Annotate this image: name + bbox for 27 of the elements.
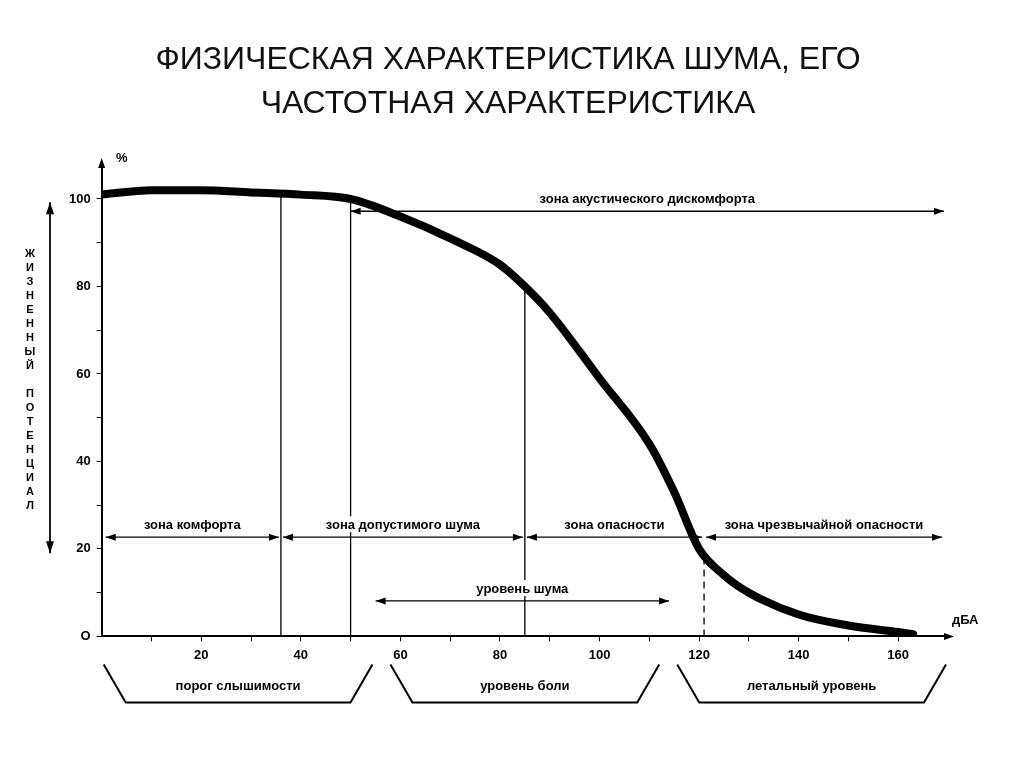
annotation: зона комфорта: [143, 517, 242, 533]
annotation: зона опасности: [564, 517, 665, 533]
y-tick-label: 100: [68, 190, 91, 206]
x-tick-label: 140: [787, 646, 810, 662]
x-tick-label: 20: [194, 646, 209, 662]
annotation: %: [115, 150, 128, 165]
annotation: зона чрезвычайной опасности: [724, 517, 924, 533]
y-tick-label: O: [80, 627, 91, 643]
x-tick-label: 120: [688, 646, 710, 662]
x-tick-label: 40: [293, 646, 309, 662]
text: летальный уровень: [746, 678, 877, 694]
text: порог слышимости: [175, 678, 301, 694]
x-tick-label: 160: [887, 646, 910, 662]
x-tick-label: 80: [492, 646, 508, 662]
annotation: уровень шума: [476, 580, 570, 596]
y-tick-label: 40: [76, 453, 91, 469]
y-tick-label: 20: [76, 540, 91, 556]
chart-title: ФИЗИЧЕСКАЯ ХАРАКТЕРИСТИКА ШУМА, ЕГО ЧАСТОТНАЯ ХАРАКТЕРИСТИКА: [154, 39, 862, 122]
annotation: зона акустического дискомфорта: [539, 191, 756, 207]
text: уровень боли: [480, 678, 570, 694]
x-tick-label: 100: [588, 646, 611, 662]
text: ЖИЗНЕННЫЙ ПОТЕНЦИАЛ: [24, 247, 36, 512]
annotation: зона допустимого шума: [325, 517, 481, 533]
y-tick-label: 60: [76, 365, 91, 381]
y-tick-label: 80: [76, 278, 91, 294]
x-axis-title: дБА: [952, 612, 980, 628]
x-tick-label: 60: [393, 646, 408, 662]
